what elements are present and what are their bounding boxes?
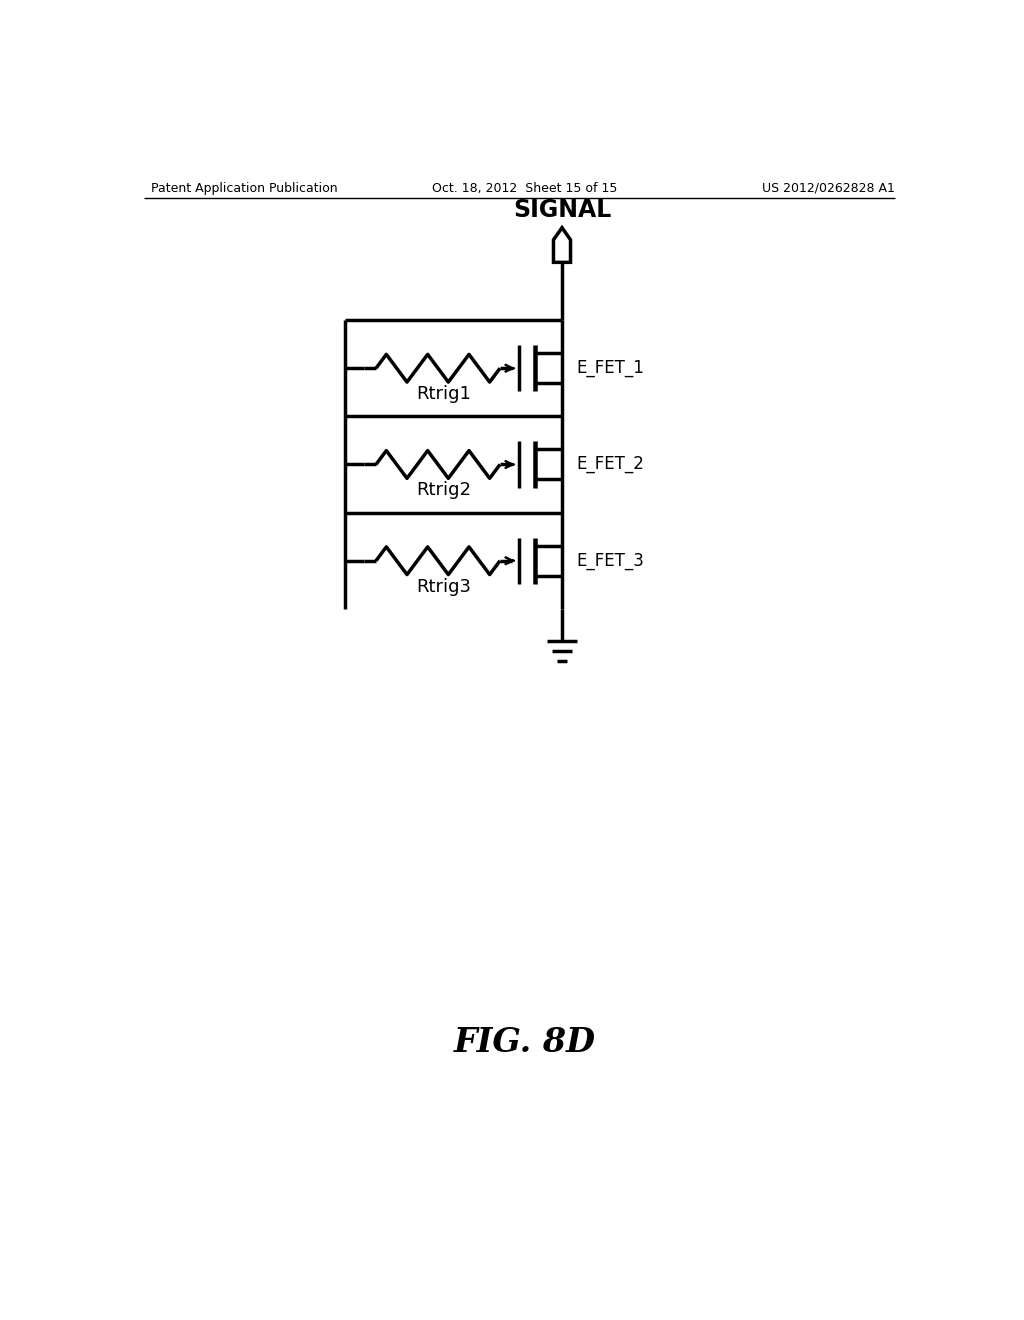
Polygon shape [554,227,570,263]
Text: E_FET_2: E_FET_2 [575,455,644,474]
Text: Rtrig3: Rtrig3 [417,578,471,595]
Text: Oct. 18, 2012  Sheet 15 of 15: Oct. 18, 2012 Sheet 15 of 15 [432,182,617,194]
Text: Rtrig1: Rtrig1 [417,385,471,403]
Text: FIG. 8D: FIG. 8D [454,1027,596,1059]
Text: US 2012/0262828 A1: US 2012/0262828 A1 [763,182,895,194]
Text: Rtrig2: Rtrig2 [417,482,471,499]
Text: SIGNAL: SIGNAL [513,198,611,222]
Text: Patent Application Publication: Patent Application Publication [152,182,338,194]
Text: E_FET_3: E_FET_3 [575,552,644,570]
Text: E_FET_1: E_FET_1 [575,359,644,378]
